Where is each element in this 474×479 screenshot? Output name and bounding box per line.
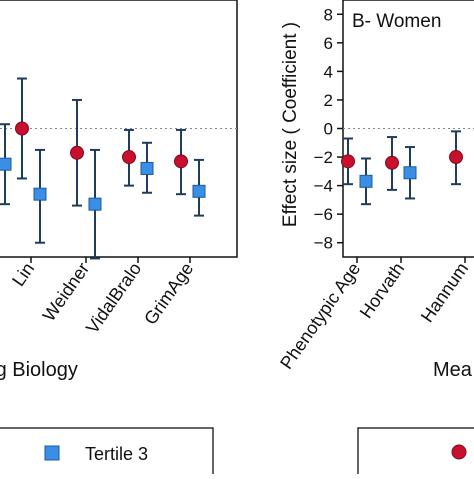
y-tick-label: 2	[324, 91, 333, 110]
x-tick-label: Lin	[8, 259, 38, 290]
estimate-circle-marker	[385, 155, 399, 170]
estimate-circle-marker	[15, 121, 29, 136]
x-axis-label-right: Mea	[433, 359, 473, 381]
x-tick-label: Hannum	[417, 259, 472, 326]
y-tick-label: 8	[324, 5, 333, 24]
x-tick-label: Phenotypic Age	[276, 259, 364, 373]
y-tick-label: −6	[314, 205, 333, 224]
estimate-circle-marker	[122, 150, 136, 165]
estimate-square-marker	[0, 157, 12, 171]
estimate-circle-marker	[70, 145, 84, 160]
legend-label-tertile-3: Tertile 3	[85, 444, 148, 464]
estimate-square-marker	[33, 187, 47, 201]
x-tick-label: Horvath	[356, 259, 409, 322]
x-tick-label: GrimAge	[140, 259, 197, 329]
x-tick-label: Weidner	[39, 259, 94, 325]
x-axis-label-left: ing Biology	[0, 359, 78, 381]
estimate-circle-marker	[449, 150, 463, 165]
panel-title: B- Women	[352, 11, 441, 32]
estimate-square-marker	[140, 161, 154, 175]
y-tick-label: 4	[324, 62, 333, 81]
y-axis-label: Effect size ( Coefficient )	[280, 22, 301, 227]
legend-square-marker	[44, 445, 60, 461]
legend-box-left	[0, 427, 214, 479]
estimate-square-marker	[359, 174, 373, 188]
y-tick-label: 6	[324, 34, 333, 53]
y-tick-label: −8	[314, 234, 333, 253]
y-tick-label: −2	[314, 148, 333, 167]
y-tick-label: 0	[324, 120, 333, 139]
estimate-circle-marker	[174, 154, 188, 169]
estimate-square-marker	[192, 184, 206, 198]
panel-2: 8 6 4 2 0 −2 −4 −6 −8 Effect size ( Coefficient )…	[276, 0, 474, 373]
estimate-square-marker	[88, 197, 102, 211]
estimate-circle-marker	[341, 154, 355, 169]
legend-circle-marker	[451, 444, 467, 460]
estimate-square-marker	[403, 166, 417, 180]
legend-box-right	[357, 427, 474, 479]
y-tick-label: −4	[314, 177, 333, 196]
